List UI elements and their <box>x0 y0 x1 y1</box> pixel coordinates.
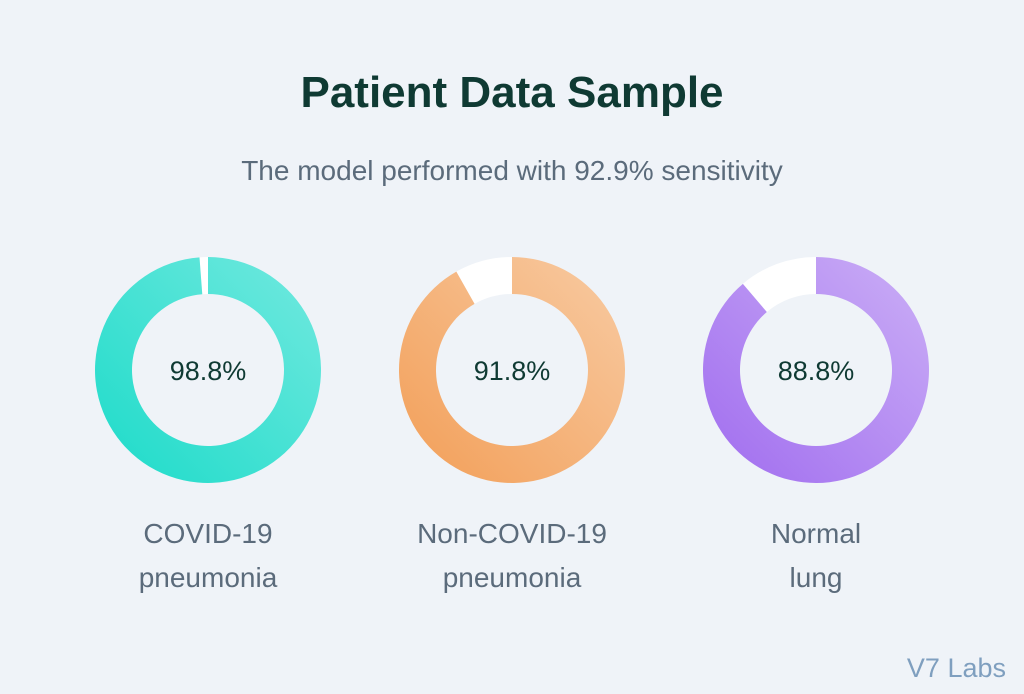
subtitle: The model performed with 92.9% sensitivi… <box>241 155 783 186</box>
label-line: pneumonia <box>442 562 582 593</box>
donut-value-label: 98.8% <box>170 356 247 386</box>
donut-value-slice <box>399 257 626 484</box>
donut-value-slice <box>703 257 929 483</box>
label-line: Normal <box>770 518 862 549</box>
label-line: lung <box>789 562 843 593</box>
donut-value-label: 88.8% <box>778 356 855 386</box>
label-line: COVID-19 <box>143 518 273 549</box>
donut-label-normal: Normal lung <box>686 512 946 600</box>
donut-label-covid: COVID-19 pneumonia <box>78 512 338 600</box>
label-line: Non-COVID-19 <box>417 518 607 549</box>
page-title: Patient Data Sample <box>300 68 724 117</box>
brand-logo-text: V7 Labs <box>906 653 1006 683</box>
donut-value-slice <box>94 257 321 484</box>
donut-remainder-slice <box>199 257 208 295</box>
donut-value-label: 91.8% <box>474 356 551 386</box>
donut-label-non-covid: Non-COVID-19 pneumonia <box>382 512 642 600</box>
label-line: pneumonia <box>138 562 278 593</box>
donut-remainder-slice <box>742 257 816 313</box>
donut-remainder-slice <box>456 257 512 304</box>
